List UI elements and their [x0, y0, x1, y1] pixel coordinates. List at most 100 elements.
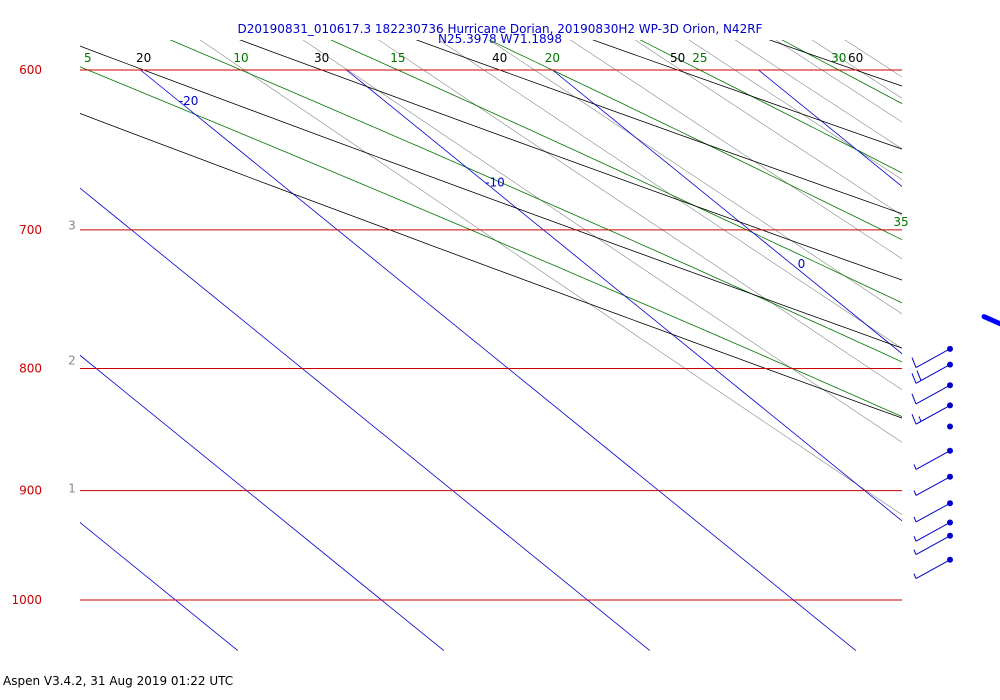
mixing-ratio-line	[302, 40, 902, 443]
dry-adiabat-line	[415, 40, 902, 215]
isotherm-line	[80, 187, 651, 651]
wind-barb	[911, 402, 953, 425]
moist-adiabat-line	[330, 40, 902, 304]
dry-adiabat-label: 20	[136, 51, 151, 65]
chart-subtitle: N25.3978 W71.1898	[438, 32, 562, 46]
pressure-label: 600	[19, 63, 42, 77]
moist-adiabat-line	[169, 40, 902, 363]
moist-adiabat-label: 15	[390, 51, 405, 65]
isotherm-line	[80, 354, 445, 651]
moist-adiabat-label: 25	[692, 51, 707, 65]
mixing-ratio-line	[968, 0, 1000, 660]
axis-labels: 6007008009001000-20-10010203040102030405…	[11, 51, 908, 607]
wind-barb	[913, 532, 953, 555]
wind-barb	[913, 556, 953, 579]
dewpoint-trace	[981, 314, 1000, 327]
wind-barb-flag	[913, 573, 917, 579]
wind-barb	[947, 423, 953, 430]
wind-barb-flag	[911, 357, 917, 368]
isotherm-line	[346, 69, 902, 522]
wind-barb-dot	[947, 423, 953, 430]
wind-barb	[913, 500, 953, 523]
isotherm-line	[0, 70, 32, 651]
wind-barb-staff	[915, 535, 951, 555]
mixing-ratio-line	[811, 40, 902, 99]
mixing-ratio-line	[688, 40, 902, 180]
wind-barb	[913, 519, 953, 542]
pressure-label: 1000	[11, 593, 42, 607]
mixing-ratio-line	[844, 40, 902, 78]
sounding-traces	[981, 314, 1000, 327]
mixing-ratio-line	[199, 40, 902, 516]
moist-adiabat-label: 20	[545, 51, 560, 65]
moist-adiabat-line	[840, 0, 1000, 660]
isotherm-line	[552, 69, 902, 355]
wind-barb-staff	[915, 364, 951, 384]
pressure-label: 900	[19, 484, 42, 498]
isotherm-line	[758, 69, 902, 187]
dry-adiabat-line	[592, 40, 902, 150]
dry-adiabat-label: 30	[314, 51, 329, 65]
moist-adiabat-line	[80, 66, 902, 418]
wind-barb	[913, 473, 953, 496]
wind-barb-staff	[915, 450, 951, 470]
moist-adiabat-line	[488, 40, 902, 241]
dry-adiabat-line	[239, 40, 902, 281]
wind-barb-flag	[913, 464, 917, 470]
isotherm-label: 0	[798, 257, 806, 271]
mixing-ratio-line	[775, 40, 902, 123]
mixing-ratio-line	[734, 40, 902, 150]
wind-barb-flag	[918, 416, 922, 422]
mixing-ratio-line	[488, 40, 902, 315]
mixing-ratio-line	[887, 0, 1000, 660]
wind-barb-flag	[913, 516, 917, 523]
wind-barb	[911, 361, 953, 384]
height-label: 3	[68, 218, 76, 232]
isotherm-line	[965, 70, 1000, 651]
isotherm-line	[140, 69, 857, 651]
mixing-ratio-line	[634, 40, 902, 216]
mixing-ratio-lines	[199, 0, 1000, 660]
moist-adiabat-label: 5	[84, 51, 92, 65]
wind-barb-staff	[915, 348, 951, 368]
moist-adiabat-label: 30	[831, 51, 846, 65]
isotherm-lines	[0, 69, 1000, 651]
isotherm-label: -10	[485, 176, 505, 190]
wind-barb	[911, 382, 953, 405]
wind-barb-flag	[913, 490, 917, 496]
background-grid	[0, 0, 1000, 660]
dry-adiabat-line	[80, 45, 902, 349]
isotherm-line	[80, 522, 239, 651]
moist-adiabat-label: 35	[893, 215, 908, 229]
height-label: 1	[68, 481, 76, 495]
wind-barb-staff	[915, 404, 951, 425]
wind-barb-staff	[915, 522, 951, 542]
dry-adiabat-label: 50	[670, 51, 685, 65]
wind-barb-flag	[913, 535, 917, 542]
wind-barb-flag	[916, 370, 922, 381]
moist-adiabat-lines	[80, 0, 1000, 660]
mixing-ratio-line	[570, 40, 902, 260]
wind-barb-staff	[915, 476, 951, 496]
pressure-label: 700	[19, 223, 42, 237]
wind-barb	[911, 345, 953, 368]
wind-barb-staff	[915, 502, 951, 523]
dry-adiabat-label: 40	[492, 51, 507, 65]
wind-barb	[913, 447, 953, 470]
wind-barb-flag	[911, 393, 917, 405]
height-label: 2	[68, 354, 76, 368]
wind-barb-column	[911, 345, 953, 579]
wind-barb-flag	[911, 373, 917, 384]
moist-adiabat-line	[639, 40, 902, 174]
wind-barb-staff	[915, 384, 951, 405]
dry-adiabat-lines	[80, 40, 902, 419]
dry-adiabat-line	[80, 113, 902, 419]
mixing-ratio-line	[930, 0, 1000, 660]
isobar-lines	[80, 69, 902, 601]
wind-barb-staff	[915, 559, 951, 579]
dry-adiabat-label: 60	[848, 51, 863, 65]
wind-barb-flag	[913, 549, 917, 555]
pressure-label: 800	[19, 361, 42, 375]
mixing-ratio-line	[438, 40, 902, 349]
